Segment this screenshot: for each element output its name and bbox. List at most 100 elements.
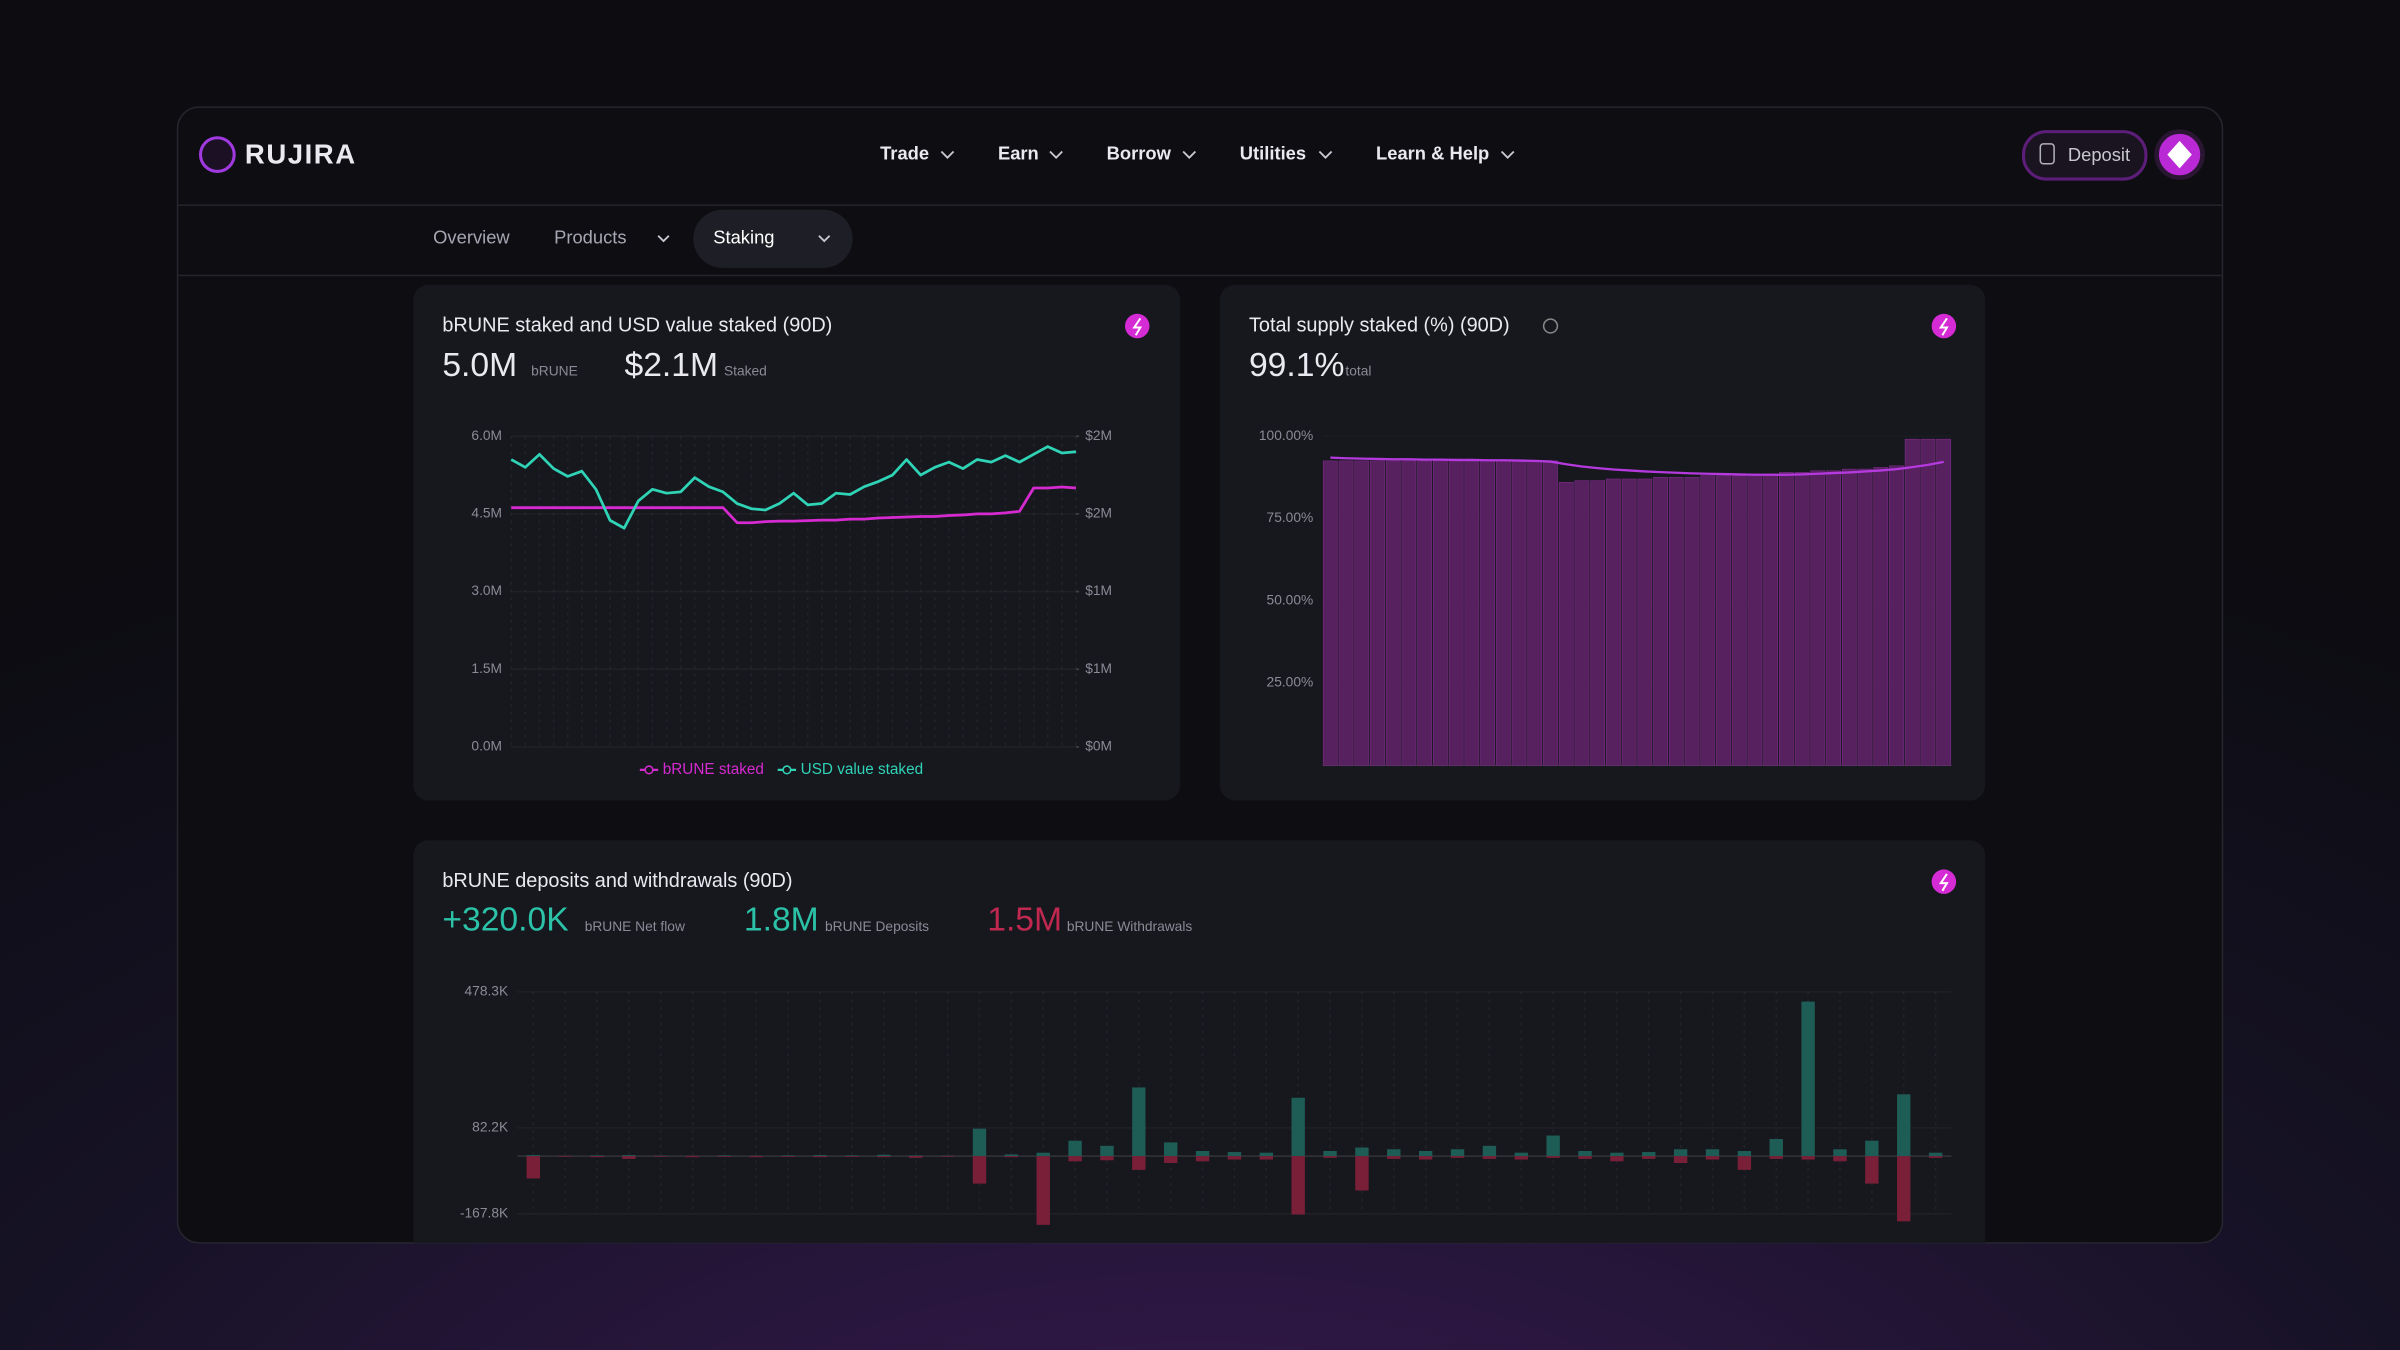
bar — [1857, 468, 1873, 766]
card-icon-bolt — [1132, 317, 1143, 336]
bar — [1731, 475, 1747, 766]
bar — [1291, 1097, 1305, 1157]
bar — [1769, 1156, 1783, 1159]
bar — [1590, 480, 1606, 766]
y-tick-label: -167.8K — [460, 1205, 509, 1220]
bar — [1673, 1156, 1688, 1164]
bar — [1036, 1152, 1050, 1157]
bar — [781, 1156, 795, 1157]
card-title: bRUNE deposits and withdrawals (90D) — [442, 870, 792, 892]
y-tick-label: 1.5M — [471, 661, 502, 676]
bar — [1338, 460, 1354, 766]
subnav-item[interactable]: Staking — [713, 227, 774, 248]
bar — [1100, 1145, 1114, 1157]
card-icon[interactable] — [1931, 313, 1957, 339]
bar — [1546, 1135, 1560, 1157]
bar — [1578, 1156, 1592, 1159]
bar — [1737, 1150, 1752, 1157]
bar — [1482, 1156, 1497, 1159]
bar — [1606, 478, 1621, 766]
bar — [749, 1156, 764, 1158]
y2-tick-label: $2M — [1085, 506, 1112, 521]
deposit-button[interactable] — [2021, 130, 2148, 181]
stat-unit: total — [1345, 364, 1371, 379]
y2-tick-label: $0M — [1085, 739, 1112, 754]
series-line — [510, 445, 1077, 530]
logo-text[interactable]: RUJIRA — [245, 138, 357, 169]
nav-item[interactable]: Borrow — [1107, 142, 1172, 163]
deposit-label[interactable]: Deposit — [2068, 144, 2130, 165]
bar — [717, 1155, 732, 1157]
card-icon[interactable] — [1931, 869, 1957, 894]
bar — [1700, 475, 1716, 766]
bar — [1705, 1156, 1720, 1160]
bar — [1904, 438, 1920, 766]
deposit-icon — [2039, 143, 2055, 165]
y-tick-label: 82.2K — [472, 1120, 509, 1135]
nav-item[interactable]: Trade — [880, 142, 929, 163]
bar — [1928, 1156, 1943, 1158]
bar — [1385, 460, 1401, 766]
bar — [1004, 1154, 1019, 1157]
bar — [1779, 472, 1794, 766]
bar — [1716, 475, 1731, 766]
legend-marker-dot — [644, 765, 654, 775]
nav-item[interactable]: Earn — [998, 142, 1039, 163]
bar — [1370, 460, 1385, 766]
bar — [1259, 1152, 1274, 1157]
bar — [877, 1156, 891, 1158]
bar — [1132, 1156, 1146, 1170]
bar — [1417, 460, 1433, 766]
bar — [1480, 460, 1495, 766]
card-bg — [413, 840, 1986, 1243]
bar — [1889, 465, 1904, 766]
bar — [1936, 438, 1952, 766]
stat-unit: Staked — [724, 364, 767, 379]
bar — [526, 1156, 540, 1179]
subnav-item[interactable]: Overview — [433, 227, 510, 248]
bar — [1450, 1149, 1465, 1157]
bar — [1068, 1140, 1082, 1157]
bar — [1527, 460, 1543, 766]
window-content: RUJIRA Trade Earn Borrow Utilities Learn… — [177, 129, 2223, 1243]
bar — [1322, 460, 1338, 766]
chevron — [1318, 150, 1333, 159]
bar — [813, 1156, 827, 1158]
bar — [622, 1156, 636, 1159]
bar — [1928, 1152, 1943, 1157]
bar — [1705, 1149, 1720, 1157]
bar — [1873, 467, 1889, 766]
chevron — [1049, 150, 1063, 159]
info-icon[interactable] — [1542, 318, 1559, 334]
bar — [1653, 477, 1668, 766]
logo-icon[interactable] — [198, 136, 236, 173]
subnav-item[interactable]: Products — [554, 227, 626, 248]
bar — [1610, 1156, 1624, 1162]
bar — [1747, 473, 1763, 766]
bar — [1841, 468, 1857, 766]
bar — [1558, 481, 1574, 766]
bar — [1464, 460, 1480, 766]
bar — [1387, 1149, 1401, 1157]
y-tick-label: 478.3K — [465, 983, 509, 998]
y-tick-label: 0.0M — [471, 739, 502, 754]
subnav-active-pill[interactable] — [693, 209, 853, 268]
bar — [717, 1156, 732, 1157]
card-icon[interactable] — [1125, 313, 1150, 339]
y-tick-label: 100.00% — [1259, 428, 1313, 443]
y-tick-label: 25.00% — [1267, 675, 1314, 690]
bar — [1578, 1150, 1592, 1157]
bar — [1763, 473, 1779, 766]
bar — [1801, 1001, 1815, 1157]
nav-item[interactable]: Utilities — [1240, 142, 1306, 163]
bar — [1482, 1145, 1497, 1157]
stat-unit: bRUNE — [531, 364, 578, 379]
bar — [1450, 1156, 1465, 1158]
bar — [1794, 472, 1810, 766]
card-bg — [413, 284, 1181, 801]
bar — [1259, 1156, 1274, 1160]
nav-item[interactable]: Learn & Help — [1376, 142, 1489, 163]
y-tick-label: 3.0M — [471, 583, 502, 598]
bar — [1227, 1152, 1242, 1157]
bar — [526, 1155, 540, 1157]
